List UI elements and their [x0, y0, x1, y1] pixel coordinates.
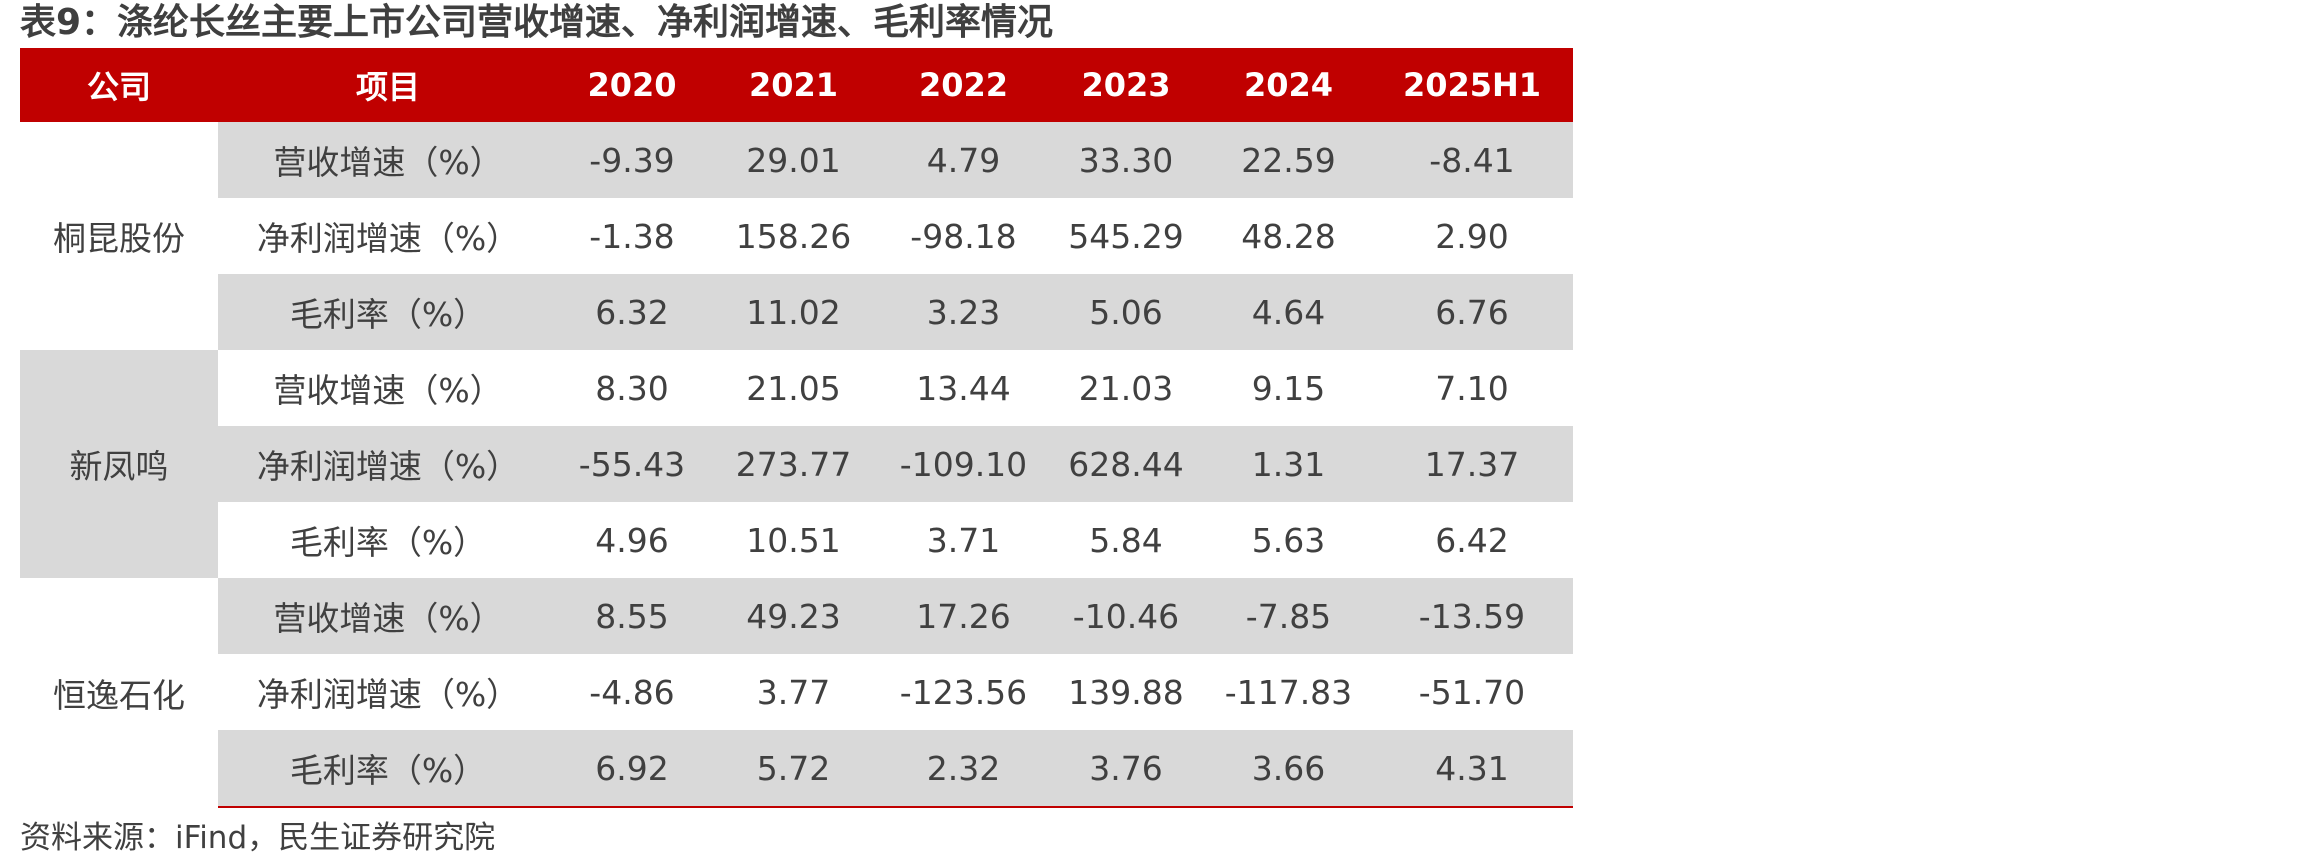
value-cell: 48.28	[1241, 216, 1336, 256]
value-cell: -51.70	[1418, 672, 1526, 712]
value-cell: 49.23	[706, 578, 881, 654]
value-cell: 3.77	[756, 672, 831, 712]
value-cell: -109.10	[881, 426, 1046, 502]
header-year-2022: 2022	[881, 48, 1046, 122]
item-cell: 毛利率（%）	[289, 523, 487, 562]
value-cell: 5.06	[1046, 274, 1206, 350]
value-cell: 6.32	[558, 274, 706, 350]
company-cell: 桐昆股份	[20, 122, 218, 350]
header-year-2020: 2020	[558, 48, 706, 122]
value-cell: 11.02	[706, 274, 881, 350]
header-year-2025h1: 2025H1	[1371, 48, 1573, 122]
value-cell: 22.59	[1206, 122, 1371, 198]
header-year-2021: 2021	[706, 48, 881, 122]
value-cell: 4.31	[1371, 730, 1573, 808]
value-cell: 2.32	[881, 730, 1046, 808]
value-cell: 4.79	[881, 122, 1046, 198]
header-year-2024: 2024	[1206, 48, 1371, 122]
header-year-2023: 2023	[1046, 48, 1206, 122]
item-cell: 营收增速（%）	[218, 578, 558, 654]
item-cell: 净利润增速（%）	[256, 219, 520, 258]
value-cell: -8.41	[1371, 122, 1573, 198]
value-cell: 17.37	[1371, 426, 1573, 502]
value-cell: 3.76	[1046, 730, 1206, 808]
value-cell: 3.23	[881, 274, 1046, 350]
table-row: 毛利率（%） 6.92 5.72 2.32 3.76 3.66 4.31	[20, 730, 1573, 808]
value-cell: 628.44	[1046, 426, 1206, 502]
value-cell: -1.38	[589, 216, 675, 256]
table-row: 净利润增速（%） -55.43 273.77 -109.10 628.44 1.…	[20, 426, 1573, 502]
table-row: 毛利率（%） 6.32 11.02 3.23 5.06 4.64 6.76	[20, 274, 1573, 350]
value-cell: 273.77	[706, 426, 881, 502]
value-cell: -123.56	[899, 672, 1028, 712]
table-row: 恒逸石化 营收增速（%） 8.55 49.23 17.26 -10.46 -7.…	[20, 578, 1573, 807]
item-cell: 毛利率（%）	[218, 274, 558, 350]
value-cell: -4.86	[589, 672, 675, 712]
value-cell: 5.84	[1089, 520, 1163, 560]
value-cell: 29.01	[706, 122, 881, 198]
table-row: 新凤鸣 营收增速（%） 8.30 21.05 13.44 21.03 9.15 …	[20, 350, 1573, 578]
value-cell: 6.42	[1435, 520, 1509, 560]
value-cell: 4.96	[595, 520, 669, 560]
item-cell: 营收增速（%）	[273, 371, 503, 410]
table-title: 表9：涤纶长丝主要上市公司营收增速、净利润增速、毛利率情况	[20, 2, 1054, 43]
value-cell: 9.15	[1251, 368, 1326, 408]
value-cell: 3.66	[1206, 730, 1371, 808]
value-cell: -13.59	[1371, 578, 1573, 654]
table-row: 净利润增速（%） -4.86 3.77 -123.56 139.88 -117.…	[20, 654, 1573, 730]
value-cell: -55.43	[558, 426, 706, 502]
value-cell: 21.05	[746, 368, 841, 408]
value-cell: 5.63	[1251, 520, 1326, 560]
table-row: 净利润增速（%） -1.38 158.26 -98.18 545.29 48.2…	[20, 198, 1573, 274]
value-cell: 139.88	[1068, 672, 1184, 712]
value-cell: 545.29	[1068, 216, 1184, 256]
source-note: 资料来源：iFind，民生证券研究院	[20, 820, 496, 856]
value-cell: -117.83	[1224, 672, 1353, 712]
value-cell: -10.46	[1046, 578, 1206, 654]
item-cell: 营收增速（%）	[218, 122, 558, 198]
value-cell: 33.30	[1046, 122, 1206, 198]
header-item: 项目	[218, 48, 558, 122]
value-cell: 17.26	[881, 578, 1046, 654]
value-cell: 1.31	[1206, 426, 1371, 502]
value-cell: -7.85	[1206, 578, 1371, 654]
value-cell: 158.26	[735, 216, 852, 256]
value-cell: 21.03	[1078, 368, 1174, 408]
value-cell: 6.92	[558, 730, 706, 808]
company-cell: 恒逸石化	[20, 578, 218, 807]
value-cell: 7.10	[1435, 368, 1509, 408]
value-cell: 3.71	[926, 520, 1001, 560]
value-cell: 2.90	[1435, 216, 1509, 256]
value-cell: 4.64	[1206, 274, 1371, 350]
value-cell: 5.72	[706, 730, 881, 808]
table-row: 毛利率（%） 4.96 10.51 3.71 5.84 5.63 6.42	[20, 502, 1573, 578]
item-cell: 毛利率（%）	[218, 730, 558, 808]
table-row: 桐昆股份 营收增速（%） -9.39 29.01 4.79 33.30 22.5…	[20, 122, 1573, 350]
value-cell: 10.51	[746, 520, 841, 560]
value-cell: -9.39	[558, 122, 706, 198]
header-company: 公司	[20, 48, 218, 122]
value-cell: -98.18	[910, 216, 1017, 256]
value-cell: 8.30	[595, 368, 669, 408]
value-cell: 8.55	[558, 578, 706, 654]
item-cell: 净利润增速（%）	[256, 675, 520, 714]
value-cell: 13.44	[916, 368, 1011, 408]
data-table: 公司 项目 2020 2021 2022 2023 2024 2025H1 桐昆…	[20, 48, 1573, 808]
item-cell: 净利润增速（%）	[218, 426, 558, 502]
value-cell: 6.76	[1371, 274, 1573, 350]
table-header-row: 公司 项目 2020 2021 2022 2023 2024 2025H1	[20, 48, 1573, 122]
company-cell: 新凤鸣	[20, 350, 218, 578]
